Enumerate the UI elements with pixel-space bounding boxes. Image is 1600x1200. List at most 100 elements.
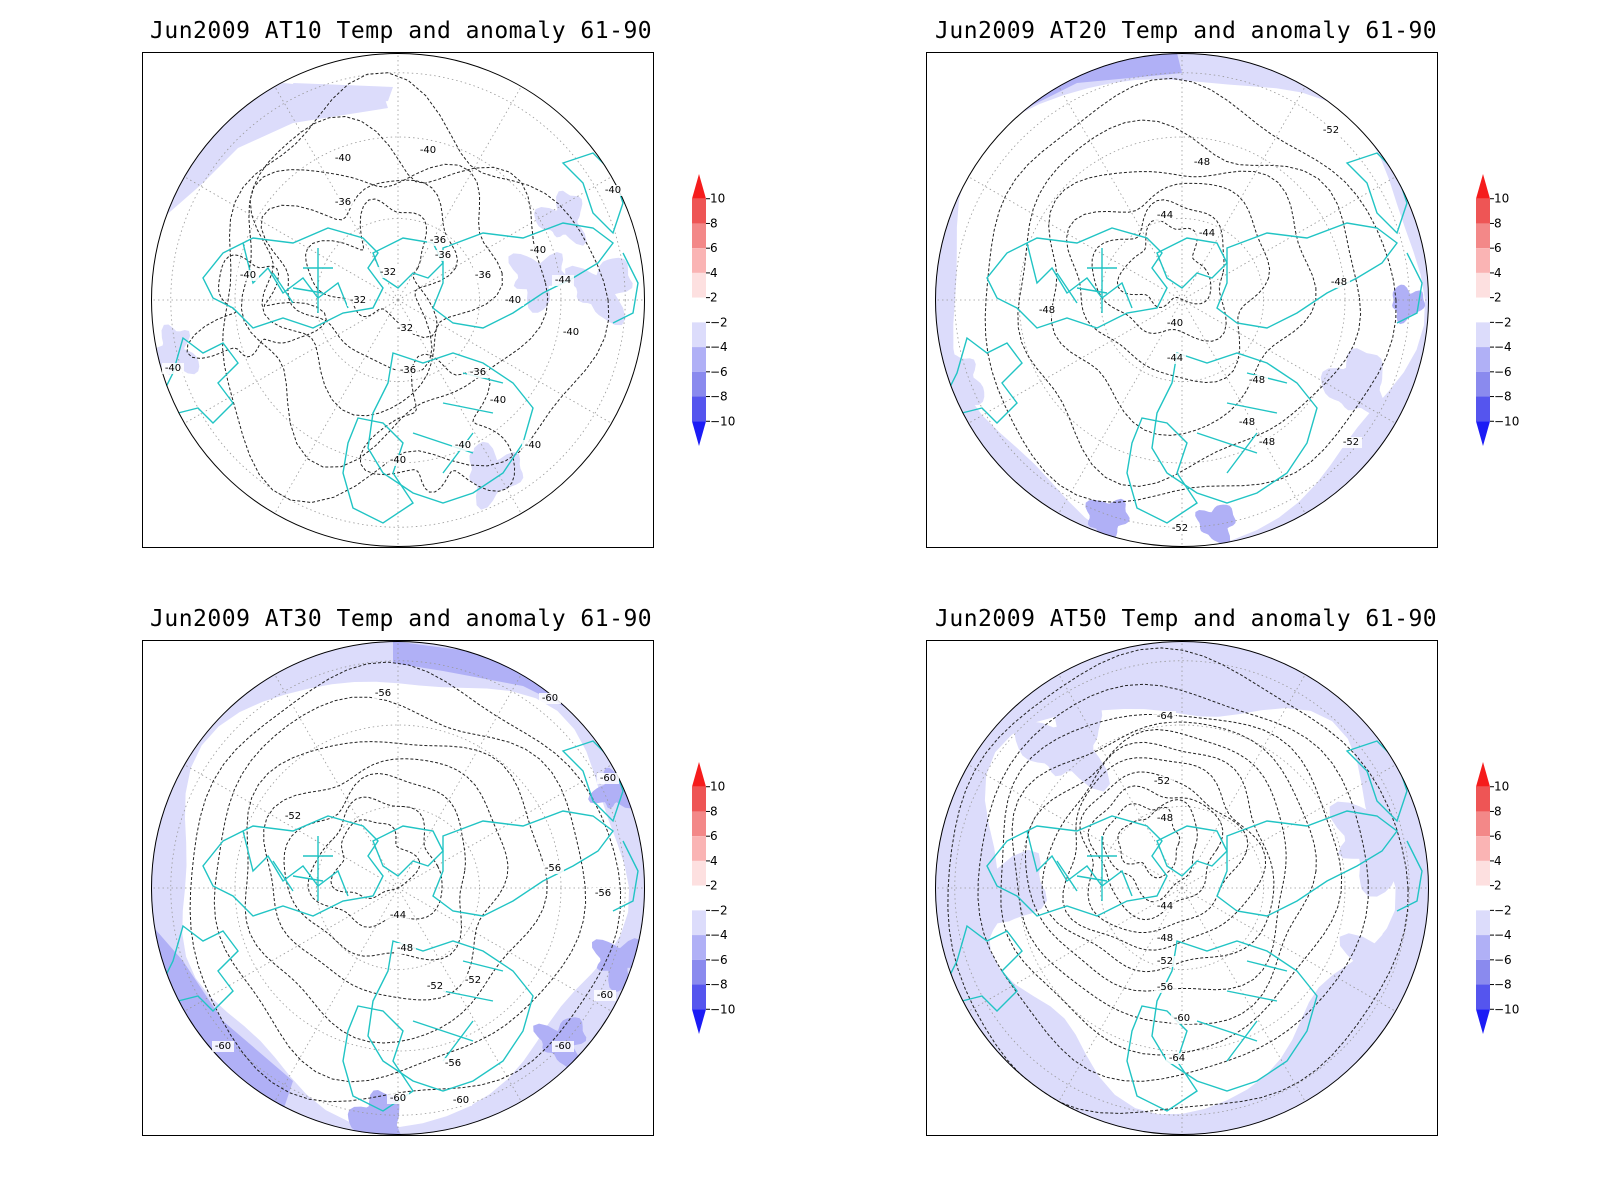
colorbar-label: 8: [710, 216, 718, 230]
colorbar-segment: [1476, 297, 1490, 323]
anomaly-colorbar-at10: 10 8 6 4 2 −2 −4 −6 −8 −10: [692, 174, 735, 446]
colorbar-arrow-top: [1476, 174, 1490, 199]
colorbar-segment: [692, 347, 706, 372]
panel-title-at10: Jun2009 AT10 Temp and anomaly 61-90: [150, 18, 653, 44]
colorbar-label: 4: [710, 266, 718, 280]
colorbar-label: 2: [1494, 291, 1502, 305]
colorbar-segment: [1476, 347, 1490, 372]
contour-label: -40: [505, 295, 521, 306]
contour-label-bg: [462, 975, 484, 986]
colorbar-segment: [692, 272, 706, 298]
contour-label-bg: [1151, 776, 1173, 787]
contour-label-bg: [597, 773, 619, 784]
hemisphere-outline: [935, 53, 1429, 547]
colorbar-label: −2: [710, 315, 728, 329]
colorbar-segment: [692, 959, 706, 985]
contour-label: -36: [335, 197, 351, 208]
contour-label: -32: [350, 295, 366, 306]
anomaly-region: [1195, 504, 1236, 545]
contour-label: -32: [380, 267, 396, 278]
colorbar-label: −6: [1494, 953, 1512, 967]
colorbar-label: −8: [710, 978, 728, 992]
contour-label: -44: [390, 910, 406, 921]
contour-label: -48: [1259, 437, 1275, 448]
contour-label-bg: [450, 1095, 472, 1106]
polar-map-at10: -40 -40 -36 -40 -36 -36 -32 -32 -32 -36 -36 -40 -40 -…: [151, 53, 645, 547]
anomaly-region: [293, 83, 393, 111]
contour-label-bg: [552, 1041, 574, 1052]
colorbar-segment: [1476, 223, 1490, 249]
contour-label-bg: [424, 981, 446, 992]
contour-label-bg: [387, 1093, 409, 1104]
anomaly-region: [940, 828, 1047, 967]
colorbar-label: −6: [710, 365, 728, 379]
contour-label-bg: [1340, 437, 1362, 448]
colorbar-label: 10: [710, 192, 725, 206]
contour-label: -44: [1157, 901, 1173, 912]
colorbar-segment: [1476, 786, 1490, 812]
contour-label: -48: [1039, 305, 1055, 316]
colorbar-label: −2: [1494, 315, 1512, 329]
contour-label: -44: [555, 275, 571, 286]
colorbar-arrow-bottom: [1476, 1009, 1490, 1034]
contour-label-bg: [394, 323, 416, 334]
colorbar-segment: [692, 984, 706, 1010]
contour-label: -56: [375, 688, 391, 699]
map-panel-at30: -56 -60 -52 -60 -56 -56 -44 -48 -52 -52 -56 -60 -60 -…: [142, 640, 654, 1136]
colorbar-label: 4: [1494, 266, 1502, 280]
colorbar-segment: [692, 396, 706, 422]
contour-label-bg: [1191, 157, 1213, 168]
temperature-contours: [186, 72, 610, 504]
colorbar-label: −8: [1494, 978, 1512, 992]
colorbar-segment: [1476, 248, 1490, 273]
contour-label: -40: [165, 363, 181, 374]
contour-label: -40: [605, 185, 621, 196]
contour-label-bg: [1236, 417, 1258, 428]
contour-label-bg: [472, 270, 494, 281]
contour-label-bg: [1169, 523, 1191, 534]
colorbar-label: 8: [1494, 216, 1502, 230]
contour-label: -48: [1249, 375, 1265, 386]
anomaly-region: [1014, 691, 1110, 792]
colorbar-segment: [1476, 198, 1490, 224]
polar-map-at50: -64 -52 -48 -44 -48 -52 -56 -60 -64: [935, 641, 1429, 1135]
contour-label-bg: [212, 1041, 234, 1052]
anomaly-colorbar-at50: 10 8 6 4 2 −2 −4 −6 −8 −10: [1476, 762, 1519, 1034]
colorbar-label: −8: [1494, 390, 1512, 404]
contour-label-bg: [332, 153, 354, 164]
colorbar-segment: [692, 885, 706, 911]
anomaly-fill-layer: [151, 53, 645, 547]
contour-label-bg: [1256, 437, 1278, 448]
colorbar-label: 10: [710, 780, 725, 794]
contour-label: -52: [1172, 523, 1188, 534]
anomaly-region: [1339, 923, 1425, 1008]
contour-label-bg: [1166, 1053, 1188, 1064]
contour-label-bg: [1154, 901, 1176, 912]
contour-label-bg: [522, 440, 544, 451]
contour-label-bg: [372, 688, 394, 699]
contour-label-bg: [1154, 210, 1176, 221]
graticule: [935, 641, 1429, 1135]
temperature-contours: [984, 77, 1397, 503]
contour-label-bg: [442, 1058, 464, 1069]
colorbar-segment: [692, 322, 706, 348]
colorbar-segment: [692, 836, 706, 861]
contour-label: -40: [525, 440, 541, 451]
colorbar-label: −4: [1494, 928, 1512, 942]
contour-label-bg: [539, 693, 561, 704]
contour-label-bg: [1246, 375, 1268, 386]
polar-map-at30: -56 -60 -52 -60 -56 -56 -44 -48 -52 -52 -56 -60 -60 -…: [151, 641, 645, 1135]
contour-label-bg: [1328, 277, 1350, 288]
colorbar-segment: [1476, 836, 1490, 861]
panel-title-at20: Jun2009 AT20 Temp and anomaly 61-90: [935, 18, 1438, 44]
contour-label-bg: [432, 250, 454, 261]
colorbar-label: 10: [1494, 780, 1509, 794]
colorbar-label: 8: [1494, 804, 1502, 818]
colorbar-arrow-bottom: [692, 421, 706, 446]
colorbar-label: −8: [710, 390, 728, 404]
contour-label-bg: [487, 395, 509, 406]
colorbar-label: −10: [710, 1002, 735, 1016]
colorbar-label: −2: [1494, 903, 1512, 917]
colorbar-segment: [1476, 885, 1490, 911]
map-panel-at10: -40 -40 -36 -40 -36 -36 -32 -32 -32 -36 -36 -40 -40 -…: [142, 52, 654, 548]
